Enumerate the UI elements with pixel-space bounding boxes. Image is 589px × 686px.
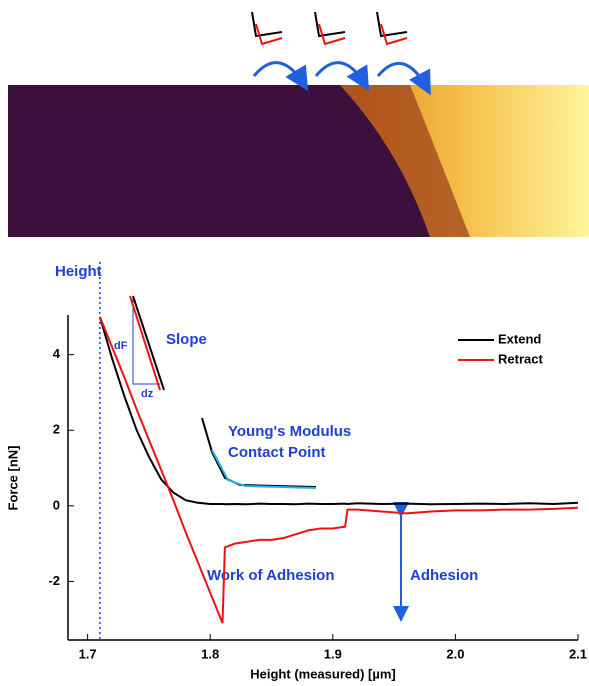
height-map [8, 85, 589, 237]
x-tick-label: 2.0 [446, 646, 464, 661]
y-axis-label: Force [nN] [5, 446, 20, 511]
x-tick-label: 2.1 [569, 646, 587, 661]
y-tick-label: -2 [48, 573, 60, 588]
legend-label: Extend [498, 331, 541, 346]
x-axis-label: Height (measured) [µm] [250, 666, 395, 681]
height-label: Height [55, 263, 102, 280]
figure: Height Slope dF dz Young's Modulus Conta… [0, 0, 589, 686]
legend-label: Retract [498, 351, 543, 366]
x-tick-label: 1.9 [324, 646, 342, 661]
y-tick-label: 0 [53, 497, 60, 512]
y-tick-label: 4 [53, 346, 61, 361]
slope-label: Slope [166, 331, 207, 348]
dz-label: dz [141, 388, 154, 400]
contact-point-label: Contact Point [228, 444, 326, 461]
df-label: dF [114, 340, 128, 352]
work-of-adhesion-label: Work of Adhesion [207, 567, 335, 584]
x-tick-label: 1.8 [201, 646, 219, 661]
x-tick-label: 1.7 [79, 646, 97, 661]
curve-icons [252, 12, 428, 90]
adhesion-label: Adhesion [410, 567, 478, 584]
y-tick-label: 2 [53, 422, 60, 437]
youngs-modulus-label: Young's Modulus [228, 423, 351, 440]
